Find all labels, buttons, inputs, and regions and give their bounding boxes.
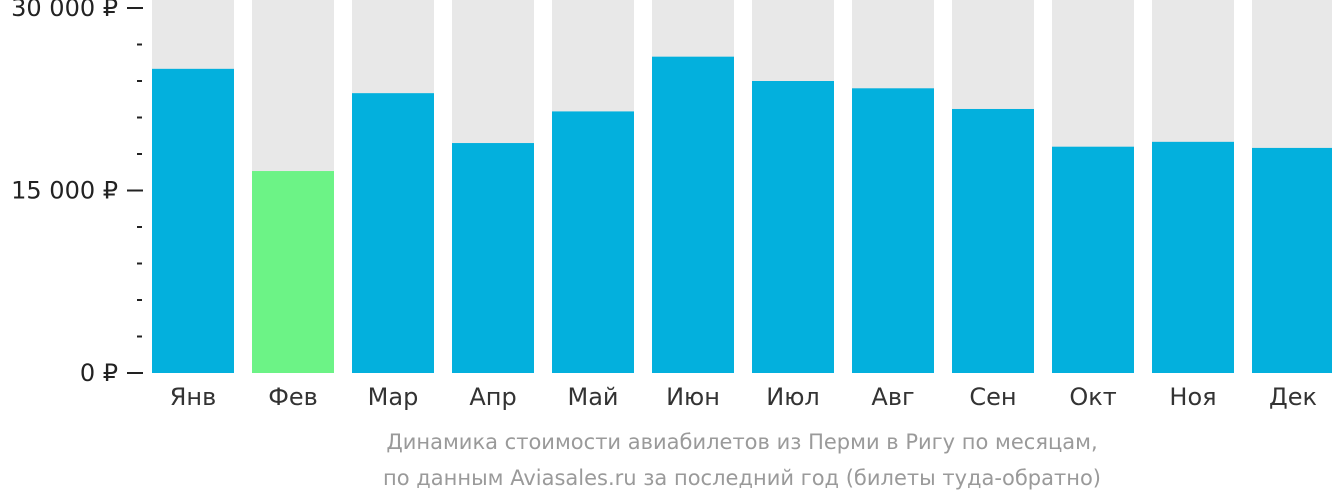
x-tick-label: Июн xyxy=(666,383,720,411)
bar-6 xyxy=(652,56,734,374)
bar-9 xyxy=(952,108,1034,373)
x-tick-label: Фев xyxy=(268,383,318,411)
y-tick-label: 30 000 ₽ xyxy=(11,0,118,22)
bar-5 xyxy=(552,111,634,374)
chart-caption-line-1: Динамика стоимости авиабилетов из Перми … xyxy=(386,430,1098,454)
price-bar-chart: Янв Фев Мар Апр Май Июн Июл Авг Сен Окт Ноя Дек 0 ₽ 1… xyxy=(11,0,1332,411)
y-tick-label: 0 ₽ xyxy=(80,359,118,387)
bar-12 xyxy=(1252,147,1332,373)
chart-caption-line-2: по данным Aviasales.ru за последний год … xyxy=(383,466,1101,490)
x-tick-label: Июл xyxy=(766,383,820,411)
x-tick-label: Авг xyxy=(871,383,914,411)
x-tick-label: Сен xyxy=(969,383,1016,411)
bar-10 xyxy=(1052,146,1134,373)
x-tick-label: Янв xyxy=(170,383,217,411)
x-tick-label: Ноя xyxy=(1169,383,1216,411)
bar-8 xyxy=(852,88,934,374)
bar-11 xyxy=(1152,141,1234,373)
x-tick-label: Окт xyxy=(1069,383,1116,411)
bar-3 xyxy=(352,93,434,374)
bar-2 xyxy=(252,171,334,373)
x-tick-label: Апр xyxy=(469,383,516,411)
x-tick-label: Дек xyxy=(1269,383,1317,411)
x-tick-label: Мар xyxy=(368,383,419,411)
bar-4 xyxy=(452,143,534,373)
bar-1 xyxy=(152,68,234,373)
y-tick-label: 15 000 ₽ xyxy=(11,177,118,205)
x-tick-label: Май xyxy=(567,383,618,411)
bar-7 xyxy=(752,81,834,373)
